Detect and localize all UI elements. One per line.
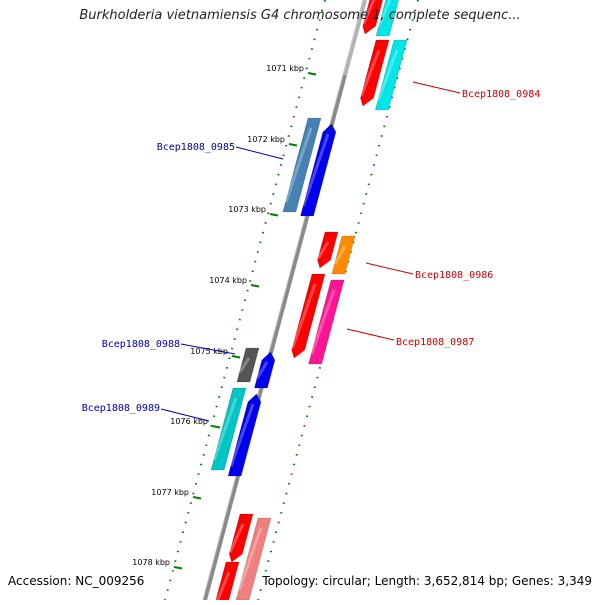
gene-label-text: Bcep1808_0989 [82, 403, 160, 414]
gene-label-0988[interactable]: Bcep1808_0988 [102, 339, 236, 355]
tick-line [307, 72, 317, 76]
tick-label: 1073 kbp [228, 205, 266, 214]
gene-label-text: Bcep1808_0984 [462, 89, 540, 100]
tick-mark: 1072 kbp [247, 135, 298, 147]
gene-arrow-pink[interactable] [308, 279, 345, 365]
gene-arrow-cyan[interactable] [375, 0, 404, 37]
gene-arrow-cyan-highlight [377, 0, 392, 27]
gene-arrow-pink-highlight [310, 289, 336, 355]
tick-line [269, 213, 279, 217]
gene-label-text: Bcep1808_0987 [396, 337, 474, 348]
gene-arrow-steelblue[interactable] [282, 117, 322, 213]
gene-arrow-gray[interactable] [236, 347, 260, 383]
gene-arrow-red-highlight [362, 0, 376, 25]
accession-text: Accession: NC_009256 [8, 574, 145, 588]
callout-line [346, 328, 395, 341]
tick-line [250, 284, 260, 288]
gene-arrow-red-highlight [359, 49, 381, 97]
tick-mark: 1078 kbp [132, 558, 183, 570]
callout-line [160, 408, 210, 422]
tick-mark: 1071 kbp [266, 64, 317, 76]
gene-arrow-red[interactable] [362, 0, 388, 35]
gene-arrow-blue-highlight [256, 361, 269, 379]
tick-mark: 1073 kbp [228, 205, 279, 217]
tick-line [231, 355, 241, 359]
gene-arrow-blue[interactable] [300, 123, 337, 217]
gene-arrow-red-highlight [291, 283, 317, 349]
chart-title: Burkholderia vietnamiensis G4 chromosome… [79, 8, 521, 23]
gene-label-text: Bcep1808_0985 [157, 142, 235, 153]
topology-text: Topology: circular; Length: 3,652,814 bp… [262, 574, 592, 588]
tick-track-inner [164, 0, 326, 601]
callout-line [235, 146, 284, 160]
gene-arrow-orange[interactable] [331, 235, 356, 275]
gene-label-text: Bcep1808_0988 [102, 339, 180, 350]
gene-arrow-blue-highlight [229, 403, 255, 467]
callout-line [365, 262, 414, 275]
tick-label: 1076 kbp [170, 417, 208, 426]
gene-label-text: Bcep1808_0986 [415, 270, 493, 281]
callout-line [180, 343, 236, 355]
tick-mark: 1077 kbp [151, 488, 202, 500]
tick-line [288, 143, 298, 147]
genome-backbone [203, 0, 367, 601]
gene-label-0989[interactable]: Bcep1808_0989 [82, 403, 210, 422]
tick-label: 1074 kbp [209, 276, 247, 285]
gene-arrow-blue[interactable] [227, 393, 262, 477]
gene-arrow-blue-highlight [302, 133, 330, 207]
gene-arrow-cyan-highlight [376, 49, 399, 101]
gene-arrow-red[interactable] [228, 513, 254, 563]
gene-arrow-red-highlight [228, 523, 245, 553]
gene-label-0986[interactable]: Bcep1808_0986 [365, 262, 493, 281]
gene-arrow-lightred-highlight [237, 527, 263, 591]
gene-label-0985[interactable]: Bcep1808_0985 [157, 142, 284, 160]
gene-label-0987[interactable]: Bcep1808_0987 [346, 328, 474, 348]
tick-label: 1075 kbp [190, 347, 228, 356]
gene-arrow-red-highlight [317, 241, 330, 259]
backbone-fade [343, 0, 367, 76]
gene-arrow-red[interactable] [291, 273, 326, 359]
gene-arrow-teal-highlight [212, 397, 238, 461]
gene-arrow-red[interactable] [317, 231, 339, 269]
tick-mark: 1075 kbp [190, 347, 241, 359]
callout-line [412, 81, 461, 94]
genome-backbone-highlight [202, 0, 364, 601]
tick-mark: 1074 kbp [209, 276, 260, 288]
gene-arrow-teal[interactable] [210, 387, 247, 471]
gene-arrow-red[interactable] [360, 39, 390, 107]
tick-line [211, 425, 221, 429]
tick-label: 1072 kbp [247, 135, 285, 144]
tick-label: 1078 kbp [132, 558, 170, 567]
tick-line [173, 566, 183, 570]
gene-arrow-orange-highlight [333, 245, 347, 265]
gene-arrow-steelblue-highlight [284, 127, 313, 203]
gene-arrow-gray-highlight [238, 357, 251, 373]
tick-line [192, 496, 202, 500]
gene-arrow-cyan[interactable] [374, 39, 408, 111]
gene-label-0984[interactable]: Bcep1808_0984 [412, 81, 540, 100]
tick-label: 1071 kbp [266, 64, 304, 73]
tick-label: 1077 kbp [151, 488, 189, 497]
tick-mark: 1076 kbp [170, 417, 221, 429]
gene-arrow-blue[interactable] [254, 351, 276, 389]
